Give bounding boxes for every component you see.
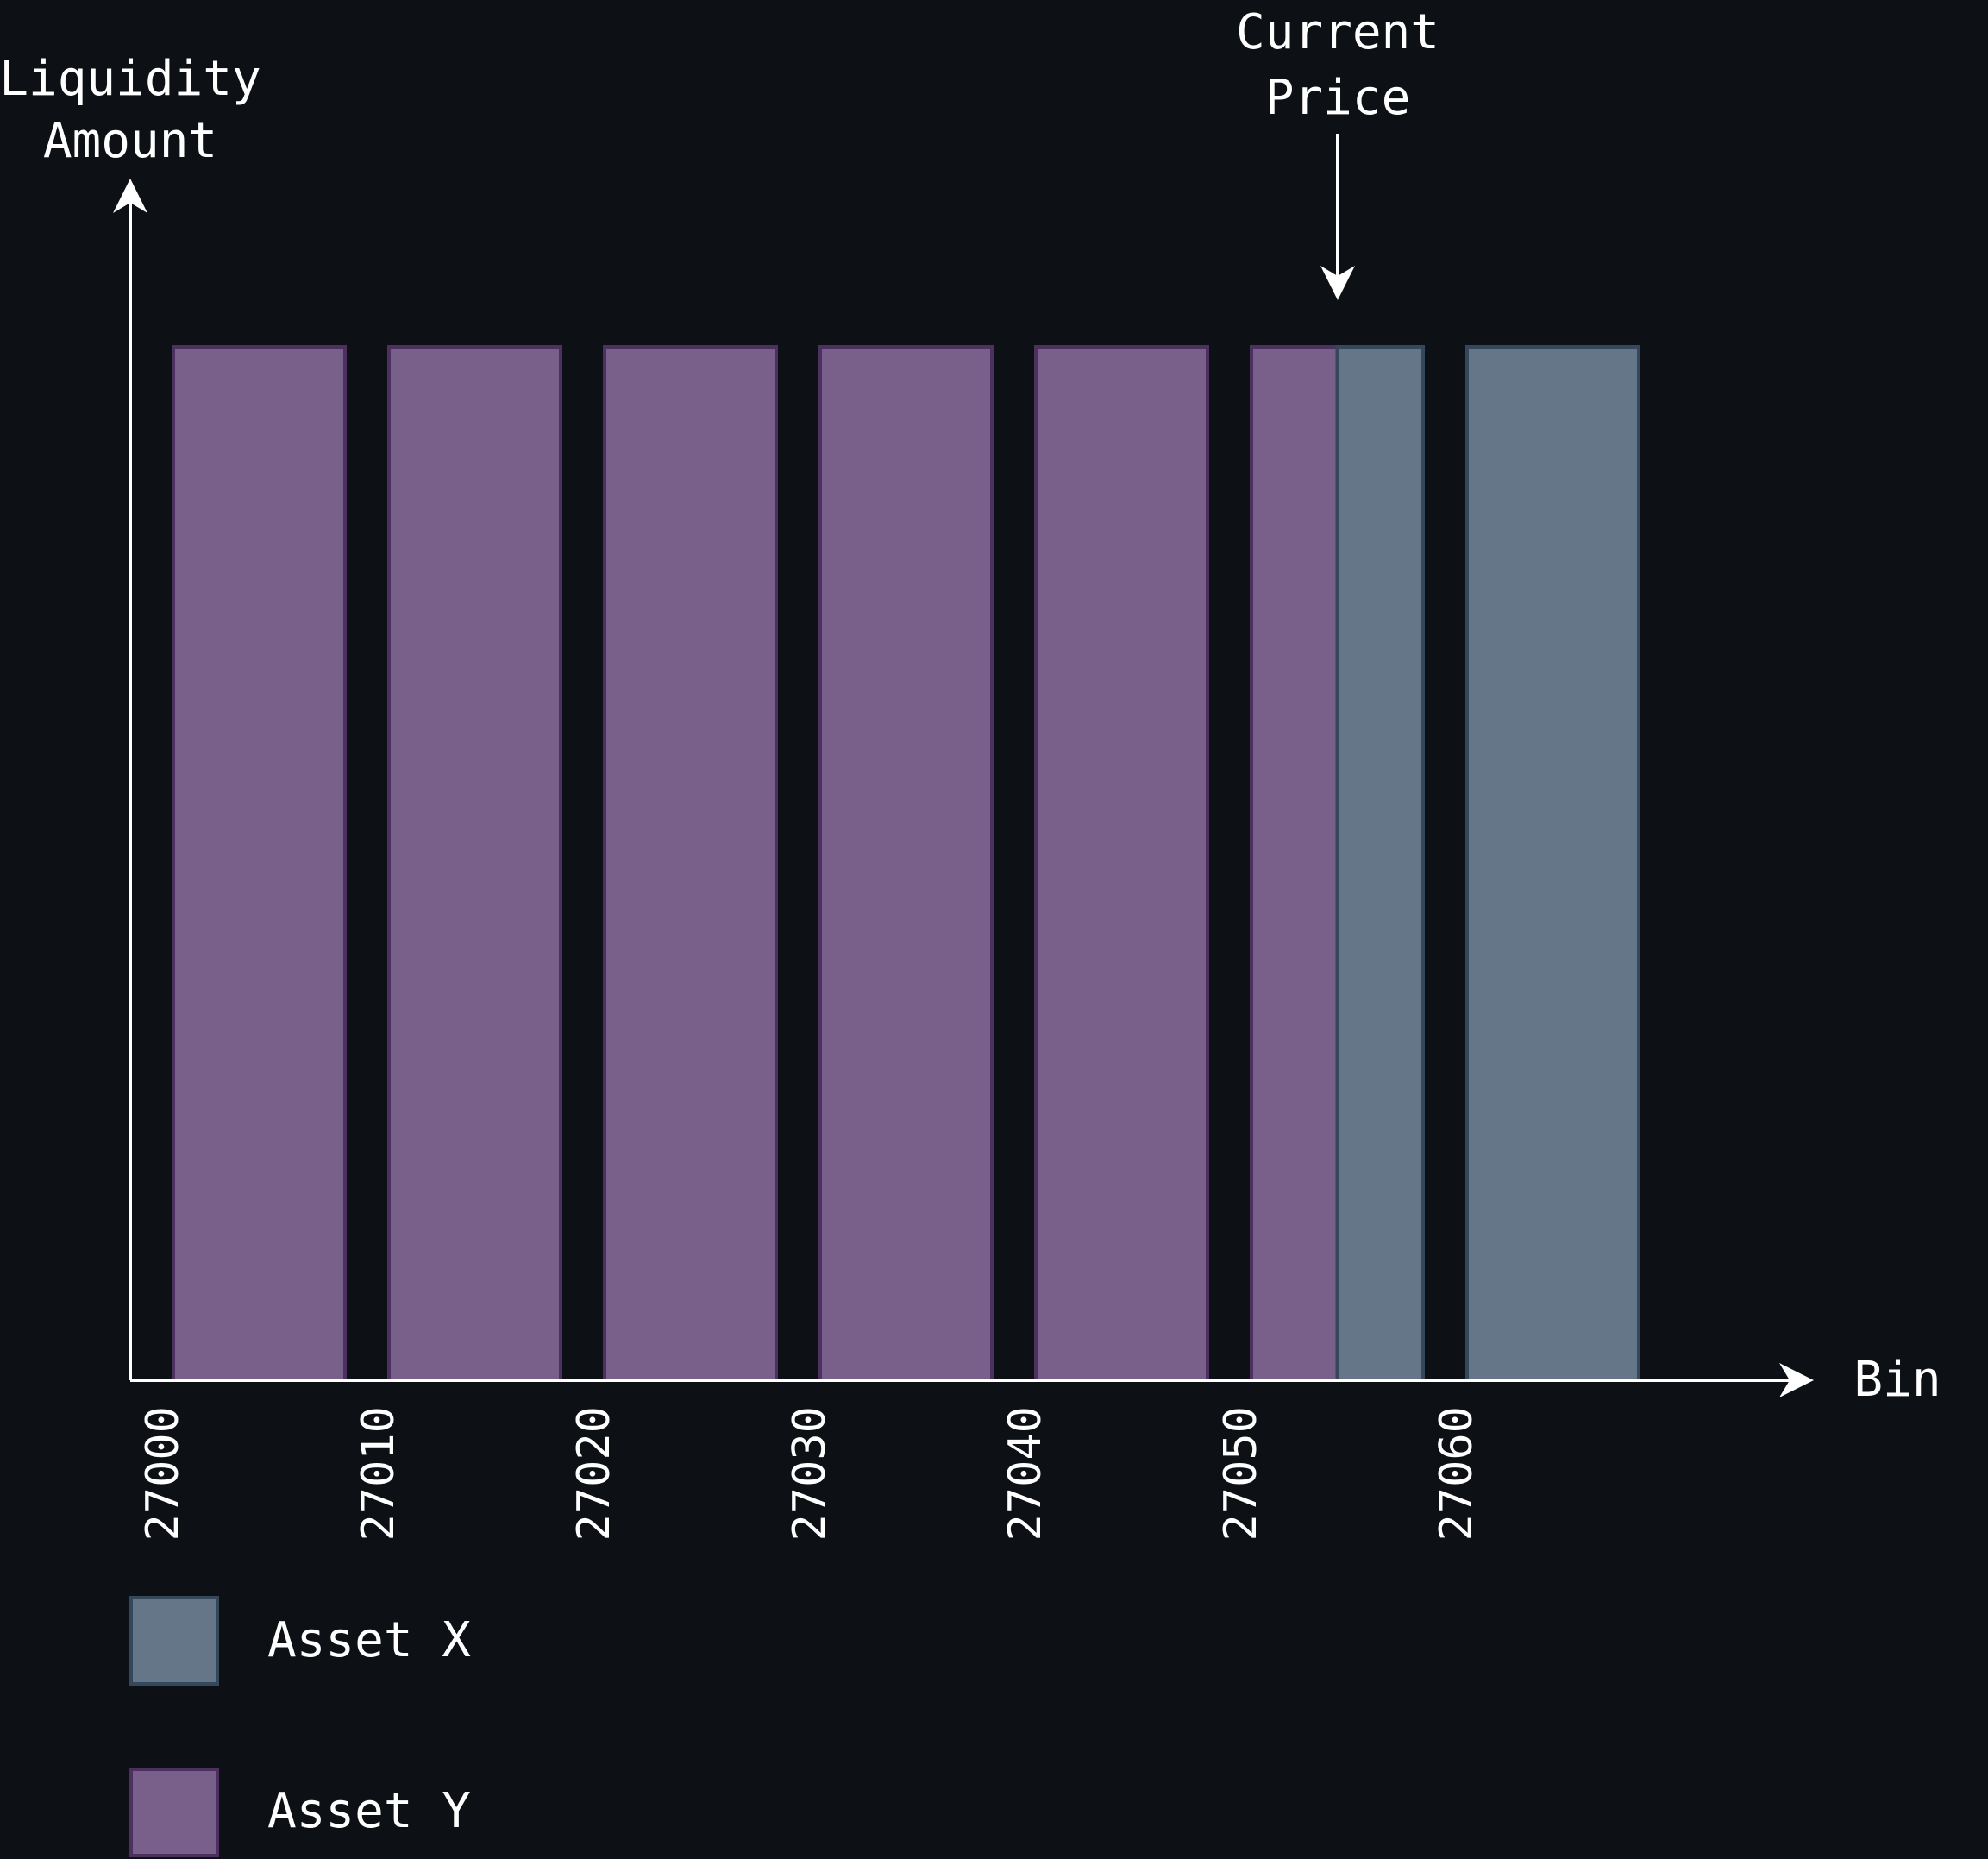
legend: Asset X Asset Y: [129, 1596, 471, 1857]
legend-swatch-asset-x: [129, 1596, 219, 1686]
x-tick-label: 27060: [1431, 1406, 1483, 1542]
legend-label-asset-x: Asset X: [267, 1612, 471, 1668]
x-tick-label: 27010: [353, 1406, 404, 1542]
bar-27050-asset-x: [1335, 345, 1425, 1382]
x-tick-label: 27030: [784, 1406, 836, 1542]
bar-27030-asset-y: [818, 345, 994, 1382]
x-tick-label: 27020: [568, 1406, 620, 1542]
x-ticks: 27000 27010 27020 27030 27040 27050 27060: [137, 1406, 1483, 1542]
y-axis-label-line-1: Liquidity: [0, 51, 261, 107]
x-tick-label: 27040: [1000, 1406, 1051, 1542]
bar-27040-asset-y: [1034, 345, 1209, 1382]
bars-layer: [172, 345, 1640, 1382]
x-tick-label: 27000: [137, 1406, 189, 1542]
legend-label-asset-y: Asset Y: [267, 1783, 471, 1839]
legend-swatch-asset-y: [129, 1768, 219, 1857]
x-tick-label: 27050: [1215, 1406, 1267, 1542]
bar-27020-asset-y: [603, 345, 778, 1382]
bar-27060-asset-x: [1465, 345, 1640, 1382]
x-axis-label: Bin: [1853, 1352, 1941, 1408]
bar-27010-asset-y: [387, 345, 562, 1382]
bar-27050-asset-y: [1250, 345, 1339, 1382]
y-axis-label-line-2: Amount: [43, 113, 217, 169]
bar-27000-asset-y: [172, 345, 347, 1382]
annotation-line-1: Current: [1236, 4, 1439, 60]
annotation-line-2: Price: [1265, 70, 1411, 126]
